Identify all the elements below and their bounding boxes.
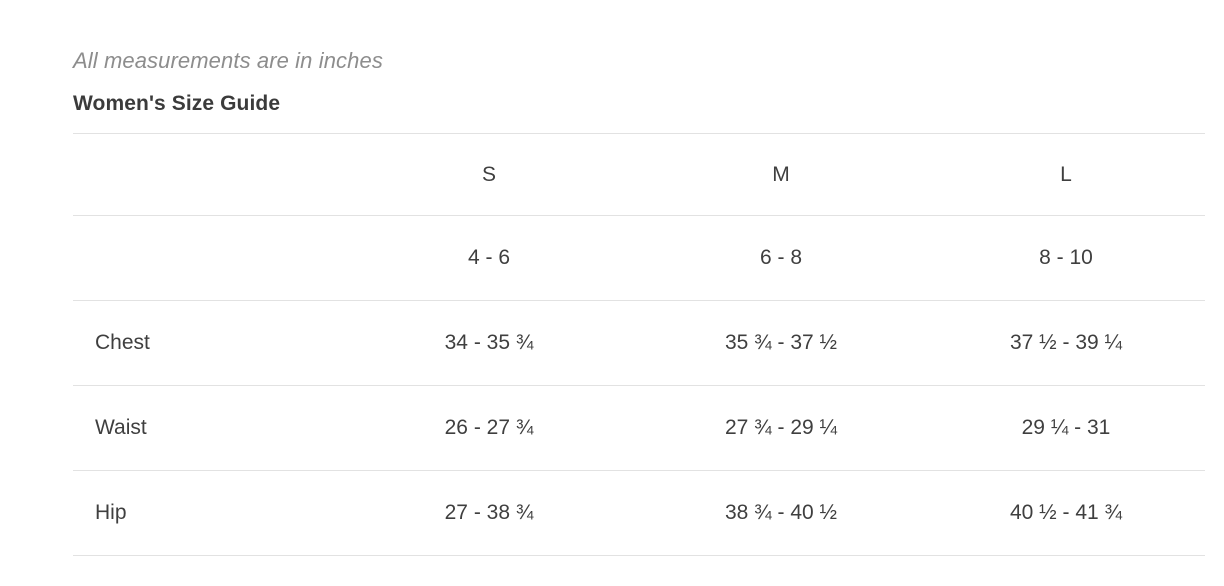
cell-hip-m: 38 ¾ - 40 ½ (724, 501, 838, 524)
cell-chest-s: 34 - 35 ¾ (444, 331, 534, 354)
table-row: Hip 27 - 38 ¾ 38 ¾ - 40 ½ 40 ½ - 41 ¾ (73, 470, 1205, 556)
header-cell-size-m: M (772, 162, 790, 186)
measurement-units-caption: All measurements are in inches (73, 48, 383, 73)
row-label-numeric-sizes (73, 216, 343, 301)
cell-waist-l: 29 ¼ - 31 (1021, 416, 1111, 439)
row-label-hip: Hip (95, 501, 127, 524)
cell-waist-s: 26 - 27 ¾ (444, 416, 534, 439)
cell-numeric-size-l: 8 - 10 (1039, 246, 1093, 269)
size-guide-table: S M L 4 - 6 6 - 8 8 - 10 Chest 34 - 35 ¾… (73, 133, 1205, 556)
page-title: Women's Size Guide (73, 92, 281, 115)
table-row-numeric-sizes: 4 - 6 6 - 8 8 - 10 (73, 215, 1205, 301)
table-header-row: S M L (73, 133, 1205, 216)
header-cell-size-l: L (1060, 162, 1072, 186)
cell-hip-l: 40 ½ - 41 ¾ (1009, 501, 1123, 524)
cell-waist-m: 27 ¾ - 29 ¼ (724, 416, 838, 439)
header-cell-blank (73, 134, 343, 216)
row-label-waist: Waist (95, 416, 147, 439)
table-row: Chest 34 - 35 ¾ 35 ¾ - 37 ½ 37 ½ - 39 ¼ (73, 300, 1205, 386)
cell-chest-m: 35 ¾ - 37 ½ (724, 331, 838, 354)
cell-numeric-size-s: 4 - 6 (467, 246, 511, 269)
cell-hip-s: 27 - 38 ¾ (444, 501, 534, 524)
header-cell-size-s: S (481, 162, 496, 186)
table-row: Waist 26 - 27 ¾ 27 ¾ - 29 ¼ 29 ¼ - 31 (73, 385, 1205, 471)
row-label-chest: Chest (95, 331, 150, 354)
cell-numeric-size-m: 6 - 8 (759, 246, 803, 269)
cell-chest-l: 37 ½ - 39 ¼ (1009, 331, 1123, 354)
